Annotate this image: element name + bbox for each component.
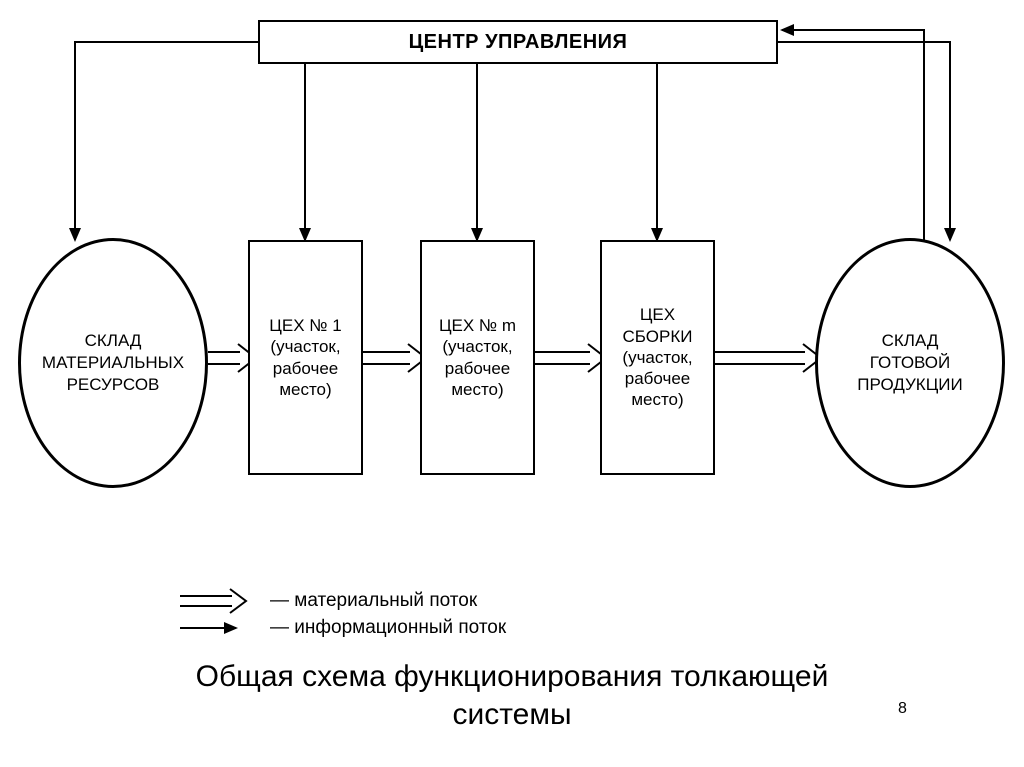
legend-info-flow: — информационный поток: [270, 617, 506, 639]
diagram-caption: Общая схема функционирования толкающей с…: [0, 658, 1024, 733]
node-warehouse-in: СКЛАД МАТЕРИАЛЬНЫХ РЕСУРСОВ: [18, 238, 208, 488]
node-control-center: ЦЕНТР УПРАВЛЕНИЯ: [258, 20, 778, 64]
warehouse-in-label: СКЛАД МАТЕРИАЛЬНЫХ РЕСУРСОВ: [38, 326, 188, 400]
legend-material-flow: — материальный поток: [270, 590, 477, 612]
node-workshop-m: ЦЕХ № m (участок, рабочее место): [420, 240, 535, 475]
workshop-1-label: ЦЕХ № 1 (участок, рабочее место): [265, 311, 345, 404]
workshop-m-label: ЦЕХ № m (участок, рабочее место): [435, 311, 520, 404]
warehouse-out-label: СКЛАД ГОТОВОЙ ПРОДУКЦИИ: [853, 326, 966, 400]
node-workshop-assembly: ЦЕХ СБОРКИ (участок, рабочее место): [600, 240, 715, 475]
node-warehouse-out: СКЛАД ГОТОВОЙ ПРОДУКЦИИ: [815, 238, 1005, 488]
node-workshop-1: ЦЕХ № 1 (участок, рабочее место): [248, 240, 363, 475]
slide-number: 8: [898, 700, 907, 718]
control-center-label: ЦЕНТР УПРАВЛЕНИЯ: [409, 31, 628, 54]
diagram-canvas: ЦЕНТР УПРАВЛЕНИЯ СКЛАД МАТЕРИАЛЬНЫХ РЕСУ…: [0, 0, 1024, 767]
workshop-assembly-label: ЦЕХ СБОРКИ (участок, рабочее место): [618, 300, 696, 414]
